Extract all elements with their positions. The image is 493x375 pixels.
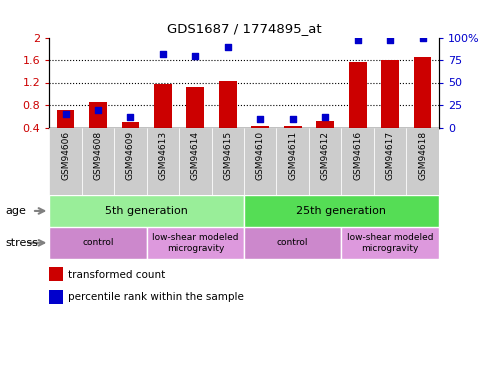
Bar [284, 126, 302, 128]
Bar [406, 128, 439, 195]
Point [419, 34, 426, 40]
Bar [277, 128, 309, 195]
Text: control: control [277, 238, 309, 248]
Point [289, 116, 297, 122]
Point [256, 116, 264, 122]
Point [127, 114, 135, 120]
Bar [49, 227, 147, 259]
Bar [309, 128, 341, 195]
Text: GSM94611: GSM94611 [288, 131, 297, 180]
Text: 25th generation: 25th generation [296, 206, 387, 216]
Bar [49, 195, 244, 227]
Bar [211, 128, 244, 195]
Bar [244, 227, 341, 259]
Text: GSM94609: GSM94609 [126, 131, 135, 180]
Text: 5th generation: 5th generation [105, 206, 188, 216]
Text: GSM94617: GSM94617 [386, 131, 394, 180]
Text: low-shear modeled
microgravity: low-shear modeled microgravity [152, 233, 239, 252]
Bar [49, 128, 82, 195]
Bar [57, 110, 74, 128]
Text: GSM94613: GSM94613 [158, 131, 168, 180]
Bar [251, 126, 269, 128]
Text: transformed count: transformed count [68, 270, 166, 279]
Point [62, 111, 70, 117]
Bar [49, 267, 63, 281]
Bar [89, 102, 107, 128]
Bar [219, 81, 237, 128]
Bar [154, 84, 172, 128]
Bar [316, 121, 334, 128]
Bar [414, 57, 431, 128]
Text: GSM94610: GSM94610 [256, 131, 265, 180]
Text: GSM94612: GSM94612 [320, 131, 330, 180]
Text: GSM94618: GSM94618 [418, 131, 427, 180]
Bar [341, 227, 439, 259]
Bar [82, 128, 114, 195]
Text: GSM94606: GSM94606 [61, 131, 70, 180]
Point [191, 53, 199, 58]
Bar [374, 128, 406, 195]
Point [386, 37, 394, 43]
Point [353, 37, 361, 43]
Bar [147, 227, 244, 259]
Bar [186, 87, 204, 128]
Bar [147, 128, 179, 195]
Bar [341, 128, 374, 195]
Text: GSM94615: GSM94615 [223, 131, 232, 180]
Text: GSM94616: GSM94616 [353, 131, 362, 180]
Bar [244, 195, 439, 227]
Text: GSM94608: GSM94608 [94, 131, 103, 180]
Text: low-shear modeled
microgravity: low-shear modeled microgravity [347, 233, 433, 252]
Bar [121, 122, 140, 128]
Point [321, 114, 329, 120]
Bar [179, 128, 211, 195]
Bar [381, 60, 399, 128]
Text: percentile rank within the sample: percentile rank within the sample [68, 292, 244, 302]
Bar [114, 128, 147, 195]
Point [159, 51, 167, 57]
Bar [49, 290, 63, 304]
Bar [349, 62, 367, 128]
Point [94, 106, 102, 112]
Text: control: control [82, 238, 114, 248]
Point [224, 44, 232, 50]
Bar [244, 128, 277, 195]
Title: GDS1687 / 1774895_at: GDS1687 / 1774895_at [167, 22, 321, 35]
Text: stress: stress [5, 238, 38, 248]
Text: age: age [5, 206, 26, 216]
Text: GSM94614: GSM94614 [191, 131, 200, 180]
